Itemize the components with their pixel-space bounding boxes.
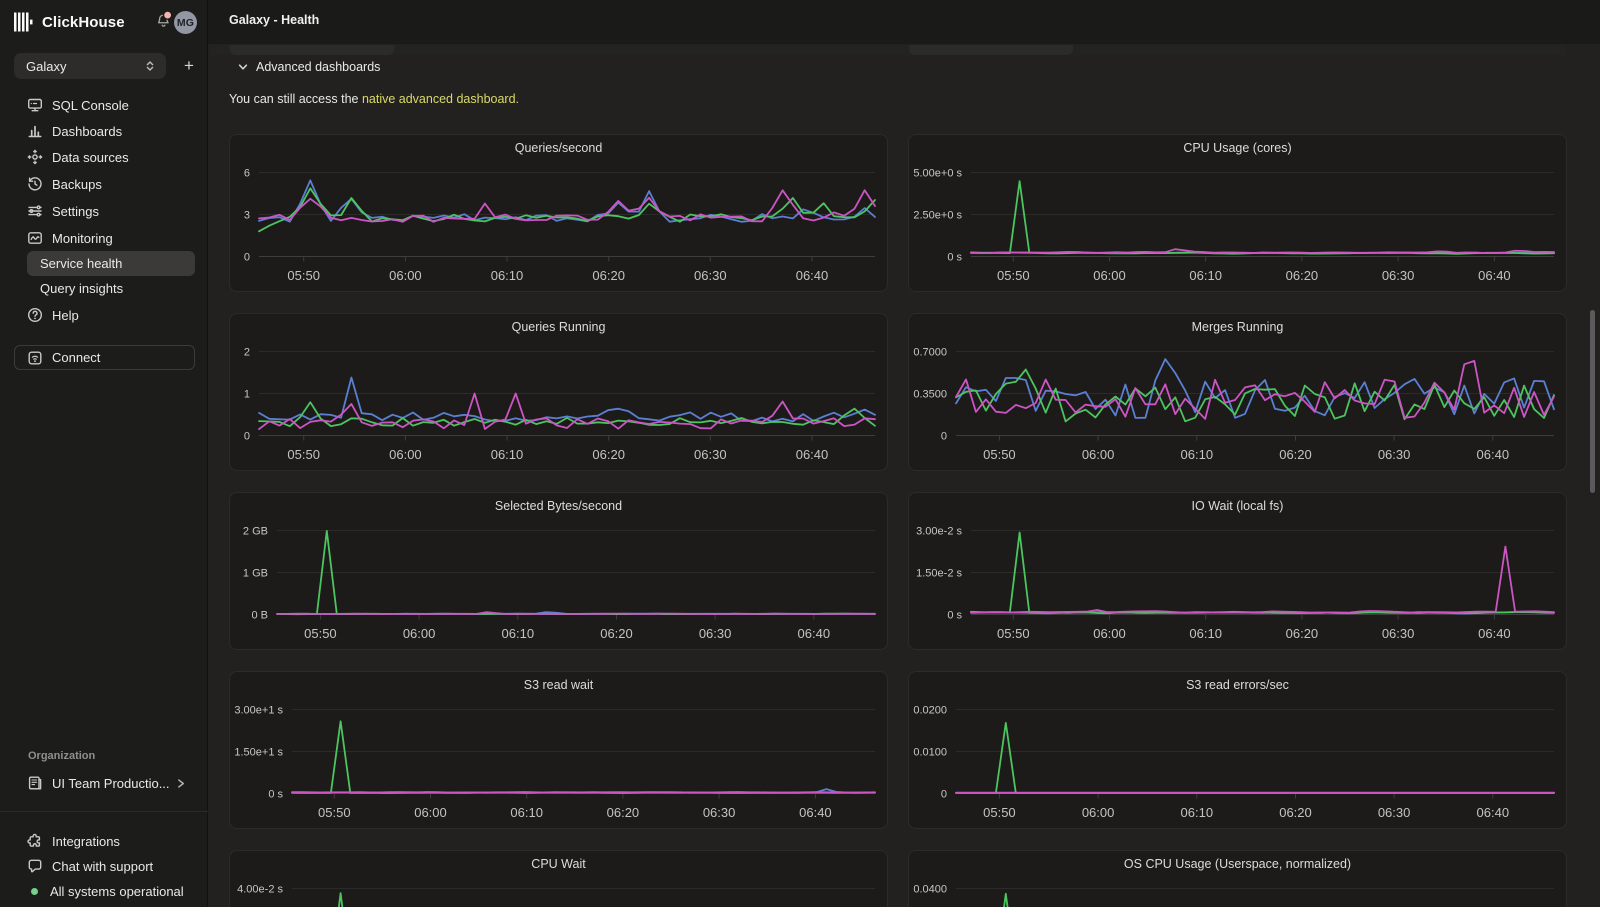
svg-text:0: 0 [244,431,250,443]
svg-text:05:50: 05:50 [997,626,1030,641]
svg-text:3.00e-2 s: 3.00e-2 s [916,526,962,538]
svg-text:06:30: 06:30 [1378,805,1411,820]
svg-text:05:50: 05:50 [983,805,1016,820]
svg-text:0.0400: 0.0400 [913,884,947,896]
svg-text:06:00: 06:00 [403,626,436,641]
svg-text:4.00e-2 s: 4.00e-2 s [237,884,283,896]
svg-text:06:00: 06:00 [389,268,422,283]
svg-text:06:30: 06:30 [1382,626,1415,641]
svg-text:06:10: 06:10 [1181,447,1214,462]
svg-text:06:20: 06:20 [1286,626,1319,641]
svg-text:0 B: 0 B [251,610,268,622]
svg-text:06:00: 06:00 [1093,268,1126,283]
svg-text:06:20: 06:20 [592,447,625,462]
svg-text:2: 2 [244,347,250,359]
svg-text:06:20: 06:20 [1279,447,1312,462]
svg-text:06:40: 06:40 [1477,805,1510,820]
svg-text:06:10: 06:10 [491,447,524,462]
svg-text:5.00e+0 s: 5.00e+0 s [913,168,962,180]
svg-text:06:30: 06:30 [694,268,727,283]
svg-text:06:20: 06:20 [1286,268,1319,283]
svg-text:06:30: 06:30 [1382,268,1415,283]
svg-text:3: 3 [244,210,250,222]
svg-text:3.00e+1 s: 3.00e+1 s [234,705,283,717]
svg-text:05:50: 05:50 [997,268,1030,283]
svg-text:1 GB: 1 GB [243,568,268,580]
svg-text:06:00: 06:00 [389,447,422,462]
svg-text:06:10: 06:10 [1189,626,1222,641]
svg-text:1.50e+1 s: 1.50e+1 s [234,747,283,759]
svg-text:0.0200: 0.0200 [913,705,947,717]
svg-text:06:00: 06:00 [1082,447,1115,462]
svg-text:2.50e+0 s: 2.50e+0 s [913,210,962,222]
svg-text:0.0100: 0.0100 [913,747,947,759]
svg-text:0.3500: 0.3500 [913,389,947,401]
svg-text:06:40: 06:40 [1478,626,1511,641]
svg-text:1: 1 [244,389,250,401]
svg-text:0 s: 0 s [947,610,962,622]
svg-text:06:20: 06:20 [592,268,625,283]
svg-text:0: 0 [941,789,947,801]
svg-text:05:50: 05:50 [287,447,320,462]
svg-text:06:30: 06:30 [694,447,727,462]
svg-text:06:40: 06:40 [796,447,829,462]
svg-text:0 s: 0 s [947,252,962,264]
svg-text:05:50: 05:50 [304,626,337,641]
svg-text:06:30: 06:30 [699,626,732,641]
svg-text:06:00: 06:00 [414,805,447,820]
svg-text:06:20: 06:20 [607,805,640,820]
svg-text:06:20: 06:20 [1279,805,1312,820]
svg-text:0 s: 0 s [268,789,283,801]
svg-text:05:50: 05:50 [287,268,320,283]
svg-text:06:10: 06:10 [510,805,543,820]
svg-text:2 GB: 2 GB [243,526,268,538]
svg-text:06:00: 06:00 [1093,626,1126,641]
svg-text:06:10: 06:10 [1181,805,1214,820]
svg-text:06:40: 06:40 [1477,447,1510,462]
svg-text:06:10: 06:10 [1189,268,1222,283]
svg-text:0: 0 [244,252,250,264]
svg-text:05:50: 05:50 [983,447,1016,462]
svg-text:06:30: 06:30 [703,805,736,820]
svg-text:06:40: 06:40 [1478,268,1511,283]
svg-text:06:10: 06:10 [491,268,524,283]
svg-text:06:10: 06:10 [502,626,535,641]
svg-text:06:30: 06:30 [1378,447,1411,462]
svg-text:05:50: 05:50 [318,805,351,820]
svg-text:0.7000: 0.7000 [913,347,947,359]
svg-text:06:00: 06:00 [1082,805,1115,820]
svg-text:06:40: 06:40 [798,626,831,641]
svg-text:6: 6 [244,168,250,180]
svg-text:06:40: 06:40 [799,805,832,820]
svg-text:0: 0 [941,431,947,443]
svg-text:1.50e-2 s: 1.50e-2 s [916,568,962,580]
svg-text:06:40: 06:40 [796,268,829,283]
svg-text:06:20: 06:20 [600,626,633,641]
